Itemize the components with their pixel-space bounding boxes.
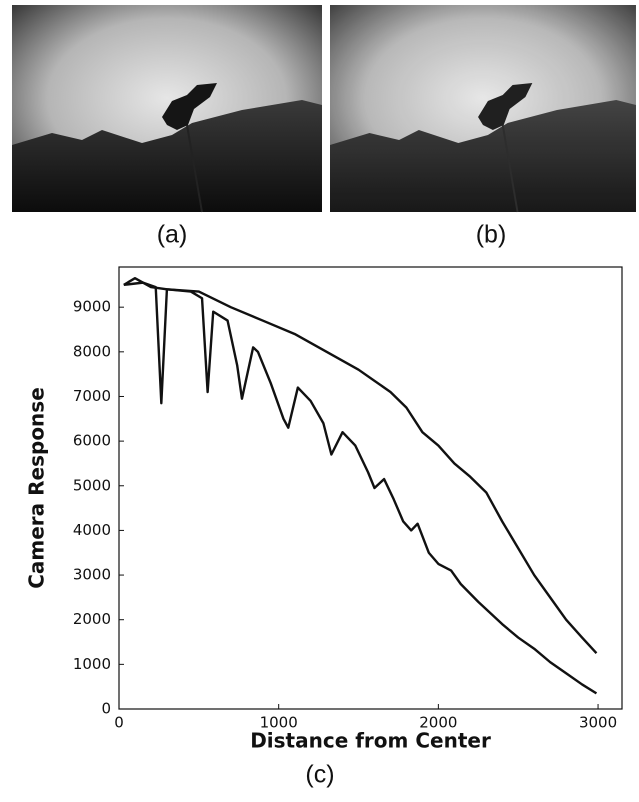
y-tick-label: 5000: [73, 476, 111, 494]
chart: 0 1000 2000 3000 4000 5000 6000 7000 8000 9000 0 10…: [25, 266, 623, 753]
data-line: [123, 281, 598, 695]
panel-label: (a): [157, 221, 188, 249]
x-tick-label: 3000: [579, 714, 617, 732]
y-tick-label: 7000: [73, 387, 111, 405]
y-tick-label: 3000: [73, 566, 111, 584]
photo-a: [11, 4, 323, 213]
y-tick-label: 1000: [73, 655, 111, 673]
photo-b: [329, 4, 637, 213]
x-tick-label: 0: [114, 714, 124, 732]
y-tick-label: 8000: [73, 342, 111, 360]
panel-label: (c): [305, 761, 334, 789]
plot-frame: [118, 266, 623, 710]
y-tick-label: 2000: [73, 610, 111, 628]
y-axis-label: Camera Response: [25, 387, 49, 589]
y-tick-label: 6000: [73, 432, 111, 450]
y-tick-label: 0: [101, 700, 111, 718]
x-axis-label: Distance from Center: [250, 729, 491, 753]
y-tick-label: 9000: [73, 298, 111, 316]
data-line: [123, 276, 598, 655]
y-tick-label: 4000: [73, 521, 111, 539]
x-tick-label: 1000: [260, 714, 298, 732]
panel-label: (b): [476, 221, 507, 249]
x-tick-label: 2000: [419, 714, 457, 732]
